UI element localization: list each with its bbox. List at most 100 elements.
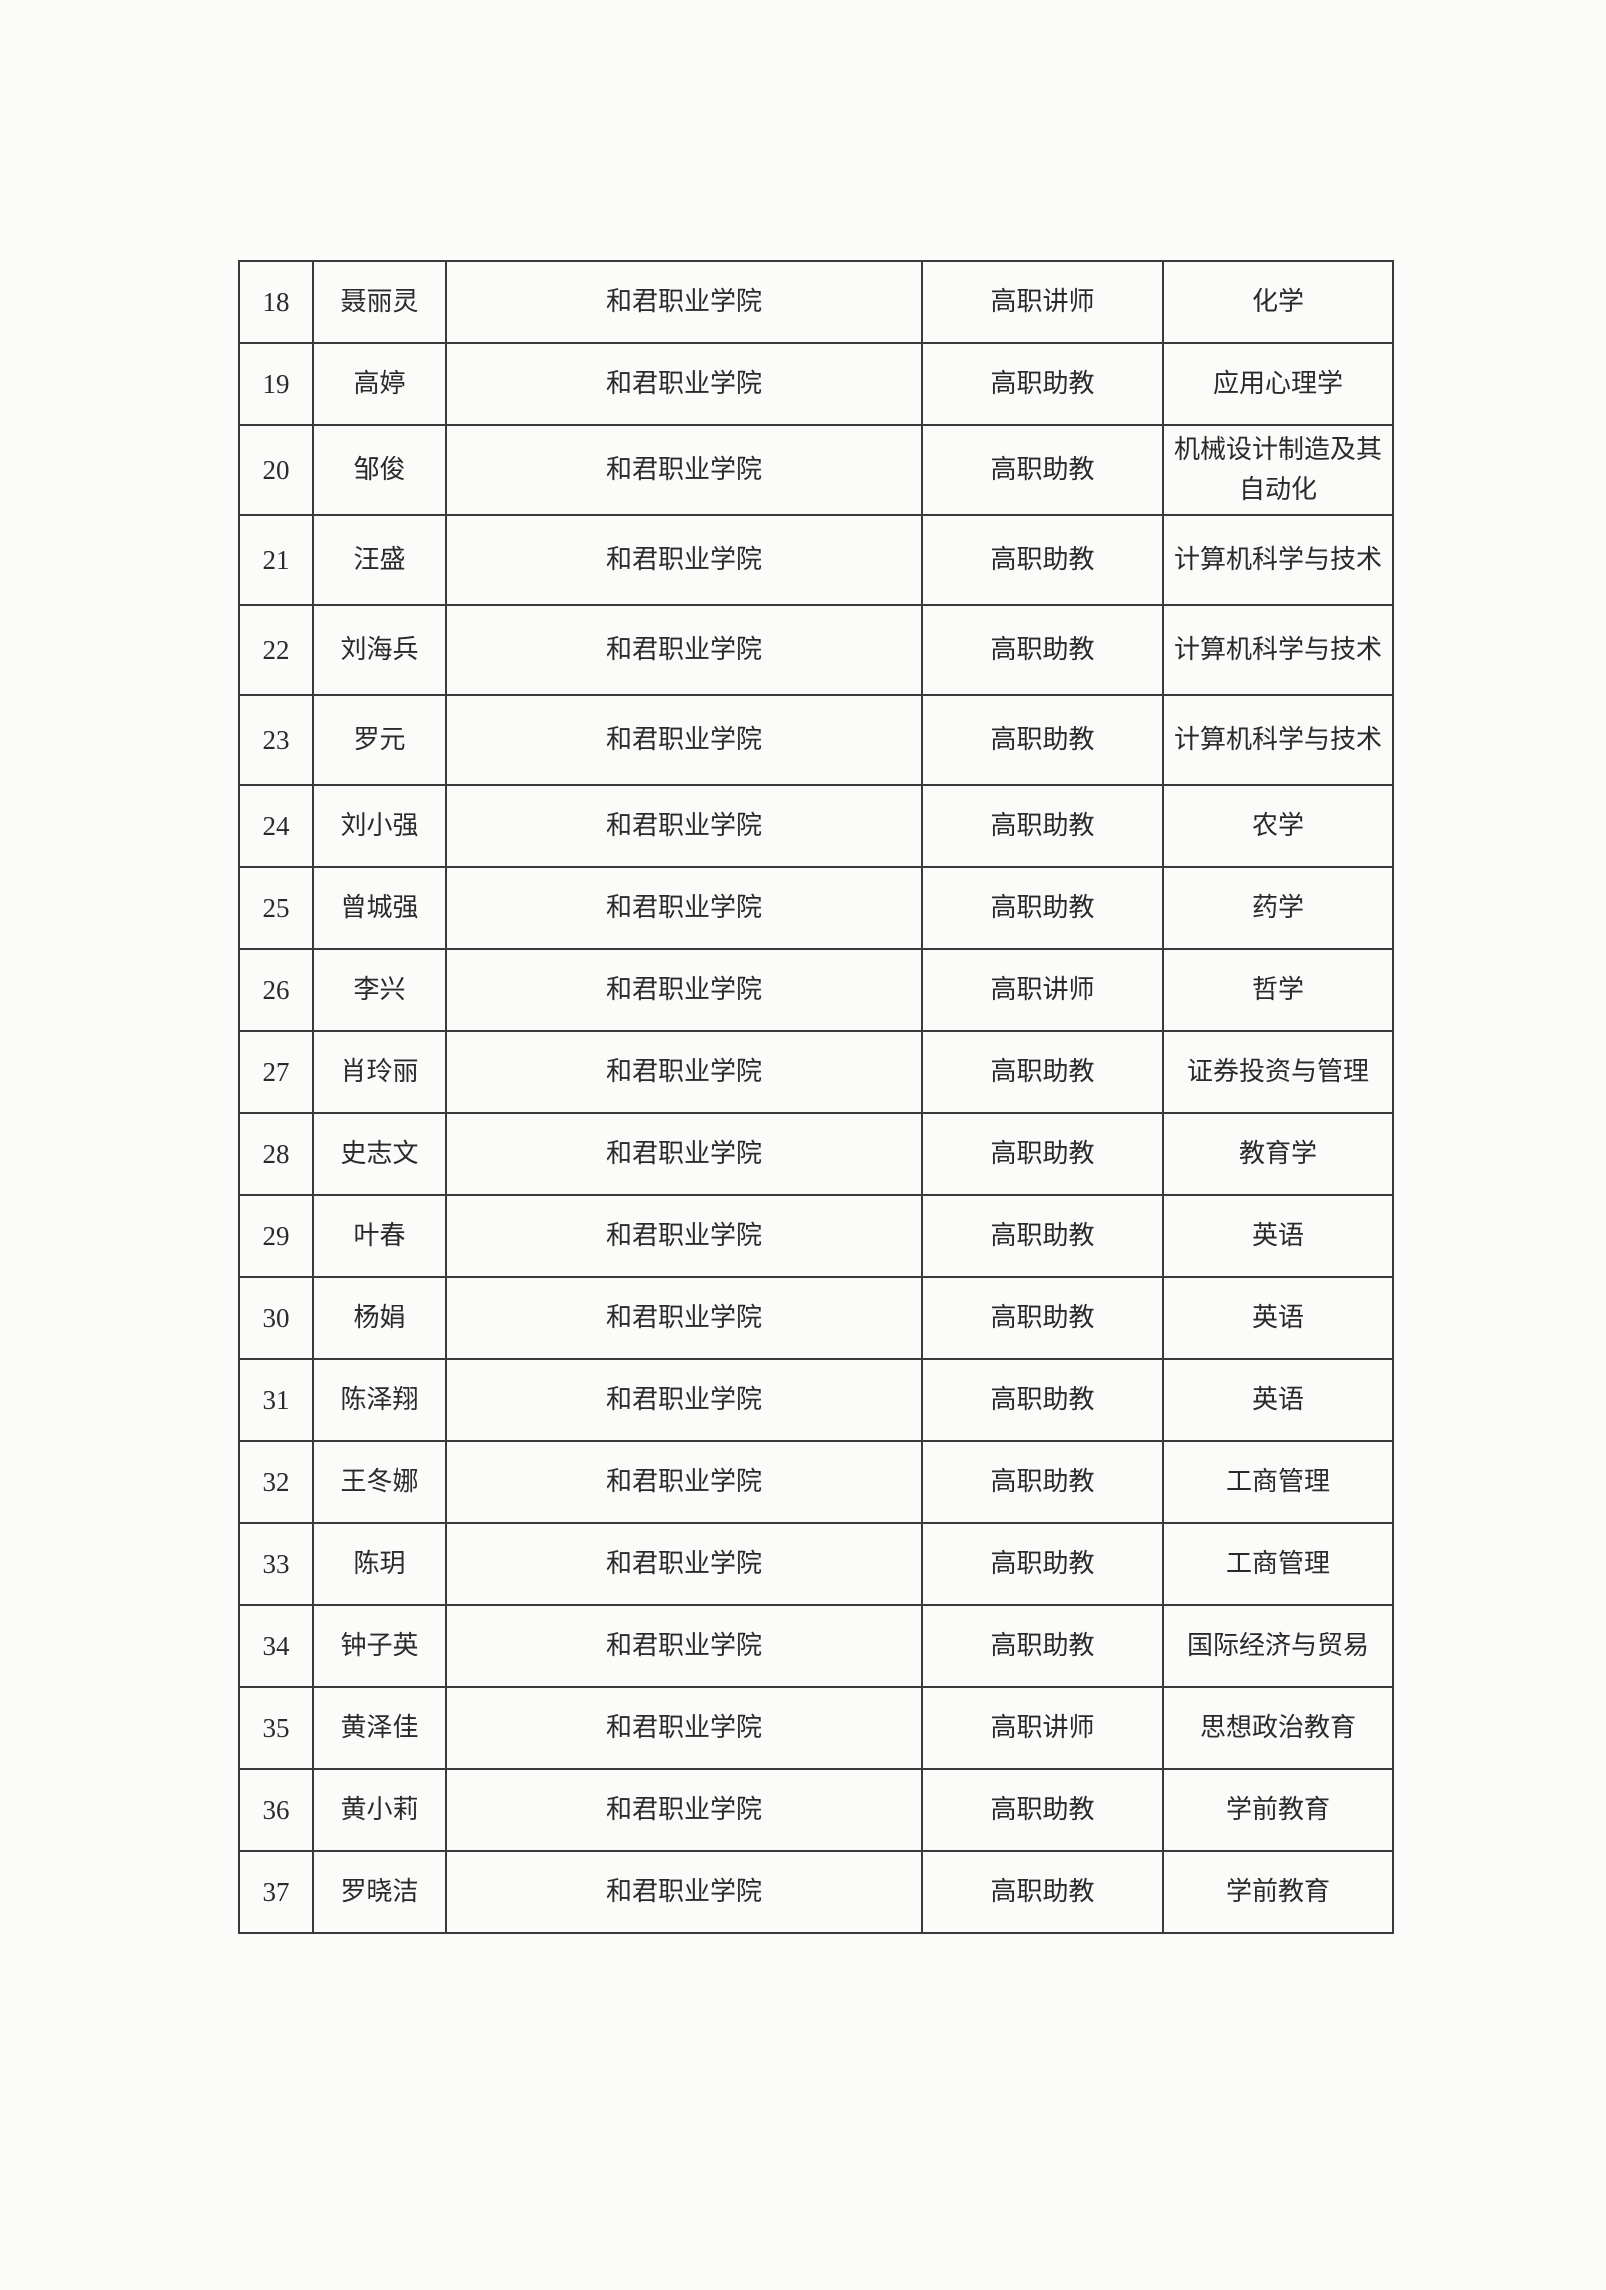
- cell-school: 和君职业学院: [445, 604, 923, 696]
- cell-title: 高职助教: [921, 1194, 1164, 1278]
- cell-school: 和君职业学院: [445, 342, 923, 426]
- cell-title: 高职助教: [921, 604, 1164, 696]
- cell-no: 21: [238, 514, 314, 606]
- cell-no: 29: [238, 1194, 314, 1278]
- cell-no: 22: [238, 604, 314, 696]
- cell-no: 19: [238, 342, 314, 426]
- cell-title: 高职助教: [921, 1850, 1164, 1934]
- table-row: 19 高婷 和君职业学院 高职助教 应用心理学: [238, 342, 1394, 426]
- cell-school: 和君职业学院: [445, 1440, 923, 1524]
- cell-major: 英语: [1162, 1194, 1394, 1278]
- cell-title: 高职助教: [921, 342, 1164, 426]
- cell-name: 刘小强: [312, 784, 447, 868]
- table-row: 26 李兴 和君职业学院 高职讲师 哲学: [238, 948, 1394, 1032]
- cell-major: 英语: [1162, 1276, 1394, 1360]
- cell-major: 学前教育: [1162, 1768, 1394, 1852]
- cell-title: 高职讲师: [921, 1686, 1164, 1770]
- cell-major: 机械设计制造及其自动化: [1162, 424, 1394, 516]
- cell-name: 史志文: [312, 1112, 447, 1196]
- table-row: 33 陈玥 和君职业学院 高职助教 工商管理: [238, 1522, 1394, 1606]
- cell-no: 26: [238, 948, 314, 1032]
- cell-no: 30: [238, 1276, 314, 1360]
- cell-no: 25: [238, 866, 314, 950]
- cell-major: 农学: [1162, 784, 1394, 868]
- cell-school: 和君职业学院: [445, 1604, 923, 1688]
- cell-name: 高婷: [312, 342, 447, 426]
- table-row: 18 聂丽灵 和君职业学院 高职讲师 化学: [238, 260, 1394, 344]
- table-row: 20 邹俊 和君职业学院 高职助教 机械设计制造及其自动化: [238, 424, 1394, 516]
- cell-school: 和君职业学院: [445, 1194, 923, 1278]
- table-row: 36 黄小莉 和君职业学院 高职助教 学前教育: [238, 1768, 1394, 1852]
- cell-name: 聂丽灵: [312, 260, 447, 344]
- cell-no: 24: [238, 784, 314, 868]
- cell-school: 和君职业学院: [445, 948, 923, 1032]
- cell-name: 杨娟: [312, 1276, 447, 1360]
- cell-title: 高职讲师: [921, 260, 1164, 344]
- cell-name: 李兴: [312, 948, 447, 1032]
- staff-table: 18 聂丽灵 和君职业学院 高职讲师 化学 19 高婷 和君职业学院 高职助教 应用心理学 20 邹俊…: [238, 260, 1394, 1934]
- cell-school: 和君职业学院: [445, 694, 923, 786]
- cell-school: 和君职业学院: [445, 260, 923, 344]
- cell-major: 应用心理学: [1162, 342, 1394, 426]
- cell-name: 肖玲丽: [312, 1030, 447, 1114]
- cell-school: 和君职业学院: [445, 866, 923, 950]
- cell-title: 高职讲师: [921, 948, 1164, 1032]
- cell-name: 罗晓洁: [312, 1850, 447, 1934]
- cell-no: 33: [238, 1522, 314, 1606]
- cell-no: 20: [238, 424, 314, 516]
- cell-major: 英语: [1162, 1358, 1394, 1442]
- cell-school: 和君职业学院: [445, 1768, 923, 1852]
- staff-table-body: 18 聂丽灵 和君职业学院 高职讲师 化学 19 高婷 和君职业学院 高职助教 应用心理学 20 邹俊…: [238, 260, 1394, 1934]
- cell-school: 和君职业学院: [445, 1112, 923, 1196]
- table-row: 25 曾城强 和君职业学院 高职助教 药学: [238, 866, 1394, 950]
- cell-school: 和君职业学院: [445, 1276, 923, 1360]
- cell-name: 罗元: [312, 694, 447, 786]
- cell-title: 高职助教: [921, 1358, 1164, 1442]
- cell-school: 和君职业学院: [445, 514, 923, 606]
- table-row: 27 肖玲丽 和君职业学院 高职助教 证券投资与管理: [238, 1030, 1394, 1114]
- cell-major: 思想政治教育: [1162, 1686, 1394, 1770]
- cell-name: 汪盛: [312, 514, 447, 606]
- table-row: 30 杨娟 和君职业学院 高职助教 英语: [238, 1276, 1394, 1360]
- cell-no: 31: [238, 1358, 314, 1442]
- cell-no: 35: [238, 1686, 314, 1770]
- table-row: 29 叶春 和君职业学院 高职助教 英语: [238, 1194, 1394, 1278]
- cell-major: 证券投资与管理: [1162, 1030, 1394, 1114]
- cell-school: 和君职业学院: [445, 1686, 923, 1770]
- cell-no: 28: [238, 1112, 314, 1196]
- cell-name: 曾城强: [312, 866, 447, 950]
- table-row: 23 罗元 和君职业学院 高职助教 计算机科学与技术: [238, 694, 1394, 786]
- table-row: 24 刘小强 和君职业学院 高职助教 农学: [238, 784, 1394, 868]
- cell-title: 高职助教: [921, 1768, 1164, 1852]
- cell-major: 教育学: [1162, 1112, 1394, 1196]
- cell-school: 和君职业学院: [445, 424, 923, 516]
- cell-name: 陈玥: [312, 1522, 447, 1606]
- cell-no: 37: [238, 1850, 314, 1934]
- cell-no: 27: [238, 1030, 314, 1114]
- cell-title: 高职助教: [921, 1276, 1164, 1360]
- table-row: 37 罗晓洁 和君职业学院 高职助教 学前教育: [238, 1850, 1394, 1934]
- table-row: 35 黄泽佳 和君职业学院 高职讲师 思想政治教育: [238, 1686, 1394, 1770]
- table-row: 28 史志文 和君职业学院 高职助教 教育学: [238, 1112, 1394, 1196]
- cell-title: 高职助教: [921, 424, 1164, 516]
- cell-school: 和君职业学院: [445, 1850, 923, 1934]
- table-row: 22 刘海兵 和君职业学院 高职助教 计算机科学与技术: [238, 604, 1394, 696]
- cell-title: 高职助教: [921, 1440, 1164, 1524]
- cell-name: 黄小莉: [312, 1768, 447, 1852]
- cell-name: 刘海兵: [312, 604, 447, 696]
- cell-major: 计算机科学与技术: [1162, 514, 1394, 606]
- cell-major: 工商管理: [1162, 1440, 1394, 1524]
- cell-no: 18: [238, 260, 314, 344]
- cell-title: 高职助教: [921, 866, 1164, 950]
- cell-school: 和君职业学院: [445, 1358, 923, 1442]
- cell-major: 国际经济与贸易: [1162, 1604, 1394, 1688]
- cell-major: 哲学: [1162, 948, 1394, 1032]
- cell-name: 黄泽佳: [312, 1686, 447, 1770]
- cell-no: 23: [238, 694, 314, 786]
- cell-major: 药学: [1162, 866, 1394, 950]
- cell-name: 邹俊: [312, 424, 447, 516]
- cell-title: 高职助教: [921, 1112, 1164, 1196]
- cell-school: 和君职业学院: [445, 1522, 923, 1606]
- table-row: 21 汪盛 和君职业学院 高职助教 计算机科学与技术: [238, 514, 1394, 606]
- cell-title: 高职助教: [921, 1030, 1164, 1114]
